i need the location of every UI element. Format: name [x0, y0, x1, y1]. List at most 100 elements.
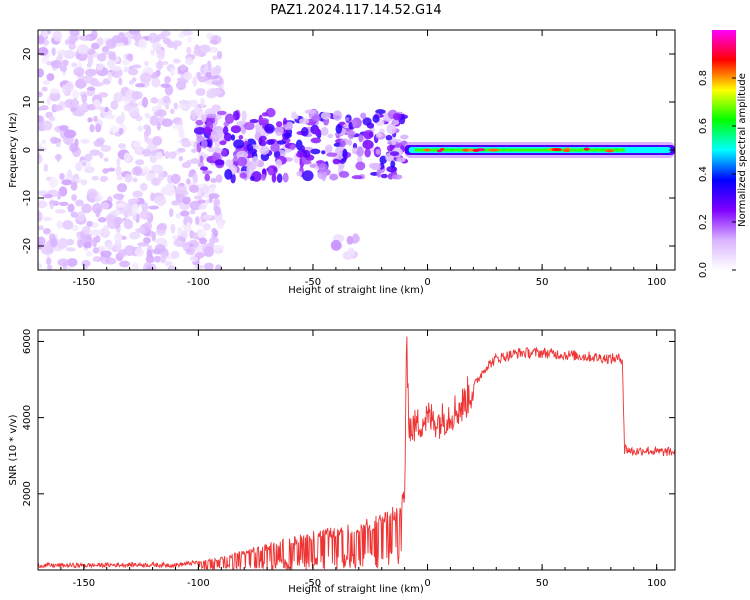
- heatmap-blob: [53, 138, 62, 143]
- heatmap-blob: [148, 205, 160, 210]
- heatmap-blob: [69, 142, 79, 153]
- heatmap-blob: [38, 36, 45, 45]
- heatmap-blob: [345, 117, 350, 122]
- heatmap-blob: [113, 92, 124, 103]
- carrier-peak: [462, 148, 469, 152]
- heatmap-blob: [355, 161, 366, 171]
- heatmap-blob: [198, 237, 208, 245]
- heatmap-blob: [296, 152, 305, 158]
- heatmap-blob: [204, 173, 211, 182]
- heatmap-blob: [283, 132, 292, 139]
- x-tick-label: 0: [424, 277, 430, 288]
- y-tick-label: 4000: [22, 405, 33, 430]
- heatmap-blob: [221, 149, 227, 156]
- x-tick-label: -150: [72, 277, 95, 288]
- heatmap-blob: [216, 50, 223, 60]
- heatmap-blob: [362, 139, 374, 150]
- heatmap-blob: [259, 145, 270, 155]
- heatmap-blob: [178, 99, 191, 105]
- heatmap-blob: [188, 246, 196, 256]
- heatmap-blob: [232, 110, 240, 121]
- heatmap-blob: [225, 159, 234, 167]
- heatmap-blob: [154, 244, 166, 253]
- heatmap-blob: [120, 111, 126, 123]
- heatmap-blob: [87, 69, 98, 74]
- heatmap-blob: [159, 254, 167, 264]
- x-tick-label: 100: [647, 277, 666, 288]
- heatmap-blob: [211, 80, 223, 86]
- heatmap-blob: [218, 84, 224, 90]
- heatmap-blob: [72, 110, 85, 117]
- snr-series-line: [38, 336, 675, 570]
- heatmap-blob: [97, 106, 106, 111]
- heatmap-blob: [172, 235, 179, 240]
- heatmap-blob: [92, 81, 104, 87]
- heatmap-blob: [215, 174, 223, 183]
- heatmap-blob: [372, 114, 380, 123]
- heatmap-blob: [380, 173, 388, 179]
- heatmap-blob: [102, 168, 109, 174]
- heatmap-blob: [73, 67, 85, 77]
- heatmap-blob: [179, 79, 189, 84]
- heatmap-blob: [43, 194, 53, 199]
- heatmap-blob: [103, 157, 109, 162]
- y-tick-label: 0: [22, 147, 33, 153]
- heatmap-blob: [274, 125, 284, 136]
- heatmap-blob: [238, 135, 244, 140]
- heatmap-blob: [104, 257, 117, 265]
- heatmap-blob: [100, 175, 109, 182]
- heatmap-blob: [186, 178, 191, 185]
- heatmap-blob: [329, 173, 339, 181]
- heatmap-blob: [246, 164, 255, 175]
- heatmap-blob: [236, 150, 249, 159]
- heatmap-blob: [325, 152, 338, 157]
- heatmap-blob: [156, 33, 166, 40]
- heatmap-blob: [141, 148, 152, 157]
- heatmap-blob: [65, 247, 76, 252]
- heatmap-blob: [201, 139, 208, 149]
- heatmap-blob: [116, 175, 124, 181]
- heatmap-blob: [131, 77, 137, 82]
- heatmap-blob: [67, 169, 72, 178]
- heatmap-blob: [302, 149, 311, 158]
- carrier-peak: [605, 149, 614, 153]
- colorbar-tick-label: 0.8: [698, 70, 709, 86]
- heatmap-blob: [41, 139, 46, 145]
- heatmap-blob: [214, 159, 225, 166]
- heatmap-blob: [327, 133, 334, 139]
- heatmap-blob: [347, 129, 355, 140]
- heatmap-blob: [49, 115, 56, 122]
- heatmap-blob: [107, 167, 116, 172]
- heatmap-blob: [385, 134, 393, 141]
- heatmap-blob: [71, 225, 80, 232]
- heatmap-blob: [152, 135, 163, 146]
- heatmap-blob: [348, 121, 353, 130]
- heatmap-blob: [93, 115, 98, 122]
- heatmap-blob: [131, 262, 139, 270]
- heatmap-blob: [149, 115, 160, 126]
- heatmap-blob: [123, 66, 129, 73]
- heatmap-blob: [185, 57, 194, 65]
- heatmap-blob: [72, 89, 79, 100]
- heatmap-blob: [123, 104, 132, 112]
- heatmap-blob: [72, 97, 79, 109]
- heatmap-blob: [120, 235, 127, 241]
- heatmap-blob: [208, 46, 218, 53]
- heatmap-blob: [97, 217, 107, 223]
- heatmap-blob: [188, 100, 199, 108]
- heatmap-blob: [160, 83, 171, 88]
- snr-frame: [37, 329, 676, 571]
- heatmap-blob: [181, 230, 188, 239]
- heatmap-blob: [81, 161, 87, 167]
- heatmap-blob: [351, 147, 358, 152]
- heatmap-blob: [172, 58, 181, 64]
- heatmap-blob: [94, 197, 101, 203]
- heatmap-blob: [146, 266, 153, 270]
- heatmap-blob: [302, 170, 314, 182]
- heatmap-blob: [347, 139, 353, 146]
- x-tick-label: 50: [536, 578, 549, 589]
- heatmap-blob: [241, 110, 247, 122]
- heatmap-blob: [62, 59, 69, 67]
- heatmap-blob: [162, 95, 171, 104]
- heatmap-blob: [100, 144, 112, 153]
